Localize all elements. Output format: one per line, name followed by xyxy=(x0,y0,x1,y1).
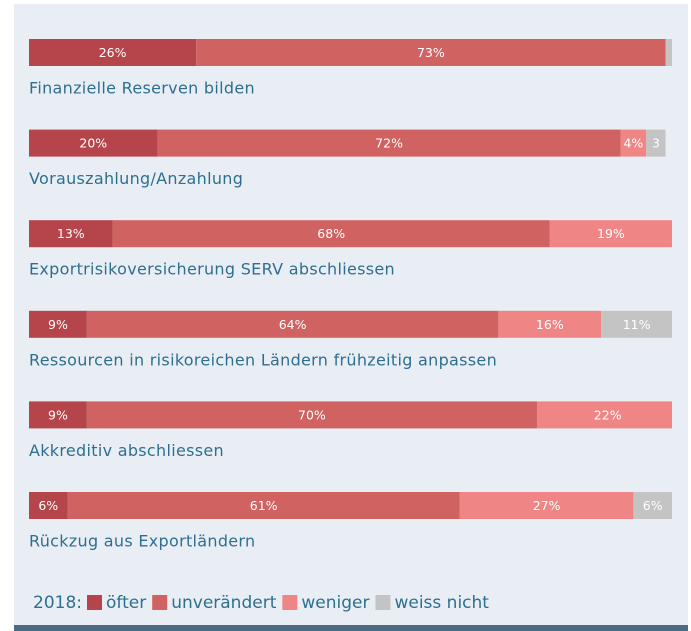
value-label: 6% xyxy=(643,498,663,513)
legend-label: öfter xyxy=(106,593,146,613)
value-label: 73% xyxy=(417,45,445,60)
legend-label: unverändert xyxy=(171,593,276,613)
bar-segment xyxy=(86,310,499,338)
value-label: 72% xyxy=(375,136,403,151)
value-label: 64% xyxy=(279,317,307,332)
bar-segment xyxy=(633,492,672,519)
value-label: 9% xyxy=(48,407,68,422)
category-label: Rückzug aus Exportländern xyxy=(29,532,255,551)
value-label: 3 xyxy=(652,136,660,151)
bar-segment xyxy=(157,129,621,157)
bar-segment xyxy=(498,310,602,338)
bar-segment xyxy=(536,401,672,429)
bar-segment xyxy=(86,401,537,429)
bar-segment xyxy=(620,129,647,157)
legend-swatch xyxy=(375,595,391,610)
legend-swatch xyxy=(152,595,168,610)
bar-segment xyxy=(665,39,672,66)
bar-segment xyxy=(29,492,68,519)
legend-swatch xyxy=(282,595,298,610)
value-label: 6% xyxy=(38,498,58,513)
bar-segment xyxy=(601,310,672,338)
value-label: 61% xyxy=(250,498,278,513)
category-label: Finanzielle Reserven bilden xyxy=(29,79,255,98)
category-label: Akkreditiv abschliessen xyxy=(29,441,224,460)
bar-segment xyxy=(29,129,158,157)
value-label: 68% xyxy=(317,226,345,241)
category-label: Vorauszahlung/Anzahlung xyxy=(29,169,243,188)
bars: 26% 73% 20% 72% 4% 3 13% 68% 19% 9% 64% 16% 11% 9% 70%… xyxy=(29,39,672,519)
value-label: 19% xyxy=(597,226,625,241)
value-label: 20% xyxy=(79,136,107,151)
category-label: Exportrisikoversicherung SERV abschliess… xyxy=(29,260,395,279)
value-label: 11% xyxy=(623,317,651,332)
value-label: 22% xyxy=(594,407,622,422)
bar-segment xyxy=(459,492,634,519)
legend-label: weniger xyxy=(301,593,369,613)
value-label: 9% xyxy=(48,317,68,332)
bar-segment xyxy=(549,220,672,248)
legend-title: 2018: xyxy=(33,593,82,613)
legend-label: weiss nicht xyxy=(394,593,489,613)
value-label: 16% xyxy=(536,317,564,332)
bar-segment xyxy=(646,129,666,157)
bar-segment xyxy=(196,39,666,66)
bottom-strip xyxy=(14,625,688,631)
bar-segment xyxy=(29,220,113,248)
value-label: 26% xyxy=(99,45,127,60)
value-label: 4% xyxy=(623,136,643,151)
legend-swatch xyxy=(87,595,102,610)
bar-segment xyxy=(29,401,87,429)
value-label: 13% xyxy=(57,226,85,241)
value-label: 27% xyxy=(533,498,561,513)
bar-segment xyxy=(67,492,460,519)
bar-segment xyxy=(29,310,87,338)
bar-segment xyxy=(29,39,197,66)
category-label: Ressourcen in risikoreichen Ländern früh… xyxy=(29,350,497,369)
value-label: 70% xyxy=(298,407,326,422)
bar-segment xyxy=(112,220,550,248)
